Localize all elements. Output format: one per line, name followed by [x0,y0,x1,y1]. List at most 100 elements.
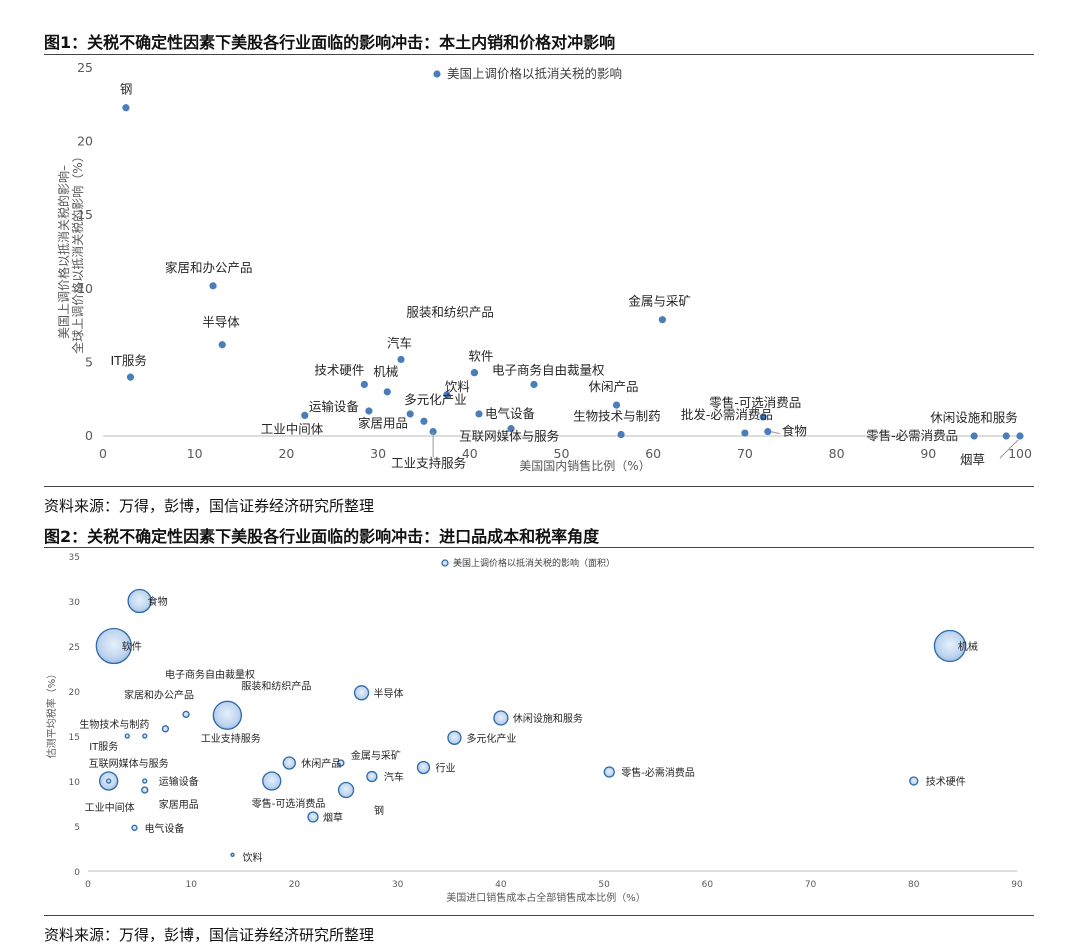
x-tick-label-80: 80 [908,880,920,890]
bubble-label-食物: 食物 [148,595,168,608]
y-axis-title-line: 全球上调价格以抵消关税的影响（%） [70,150,85,353]
bubble-label-饮料: 饮料 [243,851,263,864]
bubble-运输设备 [142,778,148,784]
x-tick-label-50: 50 [554,446,570,461]
x-tick-label-40: 40 [462,446,478,461]
bubble-金属与采矿 [337,759,345,767]
x-axis-title: 美国国内销售比例（%） [519,458,650,473]
figure2-bubble-chart: 0 10 20 30 40 50 60 70 80 90 0 5 10 15 20 25 30 35 美国进口销售成… [45,553,1023,904]
data-point-运输设备 [365,407,373,415]
data-label-休闲产品: 休闲产品 [589,379,639,394]
figure1-scatter-chart: 0 10 20 30 40 50 60 70 80 90 100 0 5 10 15 20 25 美国国内销售比例… [56,60,1032,473]
data-label-半导体: 半导体 [202,315,240,330]
data-point-生物技术与制药 [617,430,625,439]
bubble-半导体 [353,685,370,701]
bubble-label-工业中间体: 工业中间体 [85,801,135,814]
bubble-label-钢: 钢 [374,804,384,817]
data-point-互联网媒体与服务 [507,425,515,433]
bubble-IT服务 [124,733,130,739]
data-label-家居和办公产品: 家居和办公产品 [165,260,253,275]
data-label-汽车: 汽车 [387,335,412,350]
data-point-批发-必需消费品 [741,429,749,437]
figure1-top-rule [44,54,1034,55]
y-tick-label-5: 5 [74,823,80,833]
y-tick-label-20: 20 [77,134,93,149]
data-label-机械: 机械 [373,364,399,379]
data-point-家居用品 [420,417,428,425]
y-tick-label-25: 25 [77,60,93,75]
data-point-半导体 [218,341,226,349]
data-point-零售-可选消费品 [759,413,767,421]
x-tick-label-10: 10 [187,446,203,461]
bubble-label-工业支持服务: 工业支持服务 [201,732,261,745]
bubble-label-电子商务自由裁量权: 电子商务自由裁量权 [165,668,255,681]
bubble-label-金属与采矿: 金属与采矿 [351,749,401,762]
bubble-label-互联网媒体与服务: 互联网媒体与服务 [89,757,169,770]
bubble-label-烟草: 烟草 [323,811,343,824]
x-tick-label-90: 90 [1011,880,1023,890]
bubble-label-IT服务: IT服务 [89,740,118,753]
y-tick-label-25: 25 [69,643,80,653]
y-tick-label-20: 20 [69,688,81,698]
bubble-多元化产业 [447,730,462,745]
y-tick-label-15: 15 [77,207,93,222]
bubble-家居和办公产品 [182,710,190,719]
figure1-source: 资料来源：万得，彭博，国信证券经济研究所整理 [44,497,375,515]
data-point-金属与采矿 [658,316,666,324]
x-tick-label-20: 20 [278,446,294,461]
y-tick-label-30: 30 [69,598,81,608]
bubble-label-半导体: 半导体 [374,687,404,700]
data-label-工业中间体: 工业中间体 [261,421,324,436]
x-tick-label-30: 30 [392,880,404,890]
figure1-title: 图1：关税不确定性因素下美股各行业面临的影响冲击：本土内销和价格对冲影响 [44,33,616,52]
data-label-食物: 食物 [782,424,807,439]
x-tick-label-60: 60 [645,446,661,461]
bubble-label-多元化产业: 多元化产业 [466,732,516,745]
x-tick-label-90: 90 [920,446,936,461]
data-point-电子商务自由裁量权 [530,380,538,389]
bubble-软件 [95,627,132,665]
bubble-label-电气设备: 电气设备 [144,822,184,835]
data-point-IT服务 [126,373,135,381]
x-tick-label-50: 50 [598,880,610,890]
bubble-零售-可选消费品 [262,771,282,791]
figure2-source: 资料来源：万得，彭博，国信证券经济研究所整理 [44,926,375,944]
bubble-家居用品 [141,786,149,794]
bubble-label-汽车: 汽车 [384,771,404,784]
bubble-技术硬件 [909,776,919,786]
data-label-零售-可选消费品: 零售-可选消费品 [709,395,801,410]
figure2-title: 图2：关税不确定性因素下美股各行业面临的影响冲击：进口品成本和税率角度 [44,527,600,546]
x-tick-label-20: 20 [289,880,301,890]
y-tick-label-10: 10 [69,778,81,788]
data-point-零售-必需消费品 [970,432,978,440]
data-point-电气设备 [475,410,483,418]
data-label-零售-必需消费品: 零售-必需消费品 [866,428,958,443]
x-tick-label-60: 60 [702,880,714,890]
x-tick-label-0: 0 [85,880,91,890]
leader-line [770,431,780,435]
data-point-软件 [470,369,478,377]
bubble-label-家居用品: 家居用品 [159,798,199,811]
data-point-家居和办公产品 [209,282,217,290]
legend-marker [433,70,441,78]
figure2-top-rule [44,547,1034,548]
bubble-休闲设施和服务 [493,710,509,726]
y-tick-label-0: 0 [74,868,80,878]
bubble-label-机械: 机械 [958,640,978,653]
x-tick-label-100: 100 [1008,446,1032,461]
x-tick-label-0: 0 [99,446,107,461]
data-label-饮料: 饮料 [445,379,471,394]
x-axis-title: 美国进口销售成本占全部销售成本比例（%） [446,891,646,904]
x-tick-label-10: 10 [185,880,197,890]
figure1-bottom-rule [44,486,1034,487]
bubble-钢 [337,781,355,799]
data-point-工业中间体 [301,411,309,419]
data-label-IT服务: IT服务 [111,353,147,368]
data-label-电气设备: 电气设备 [485,406,536,421]
data-label-烟草: 烟草 [960,452,985,467]
figure2-bottom-rule [44,915,1034,916]
bubble-工业中间体 [105,778,112,784]
data-label-电子商务自由裁量权: 电子商务自由裁量权 [492,362,605,377]
y-tick-label-35: 35 [69,553,80,563]
y-tick-label-10: 10 [77,281,93,296]
